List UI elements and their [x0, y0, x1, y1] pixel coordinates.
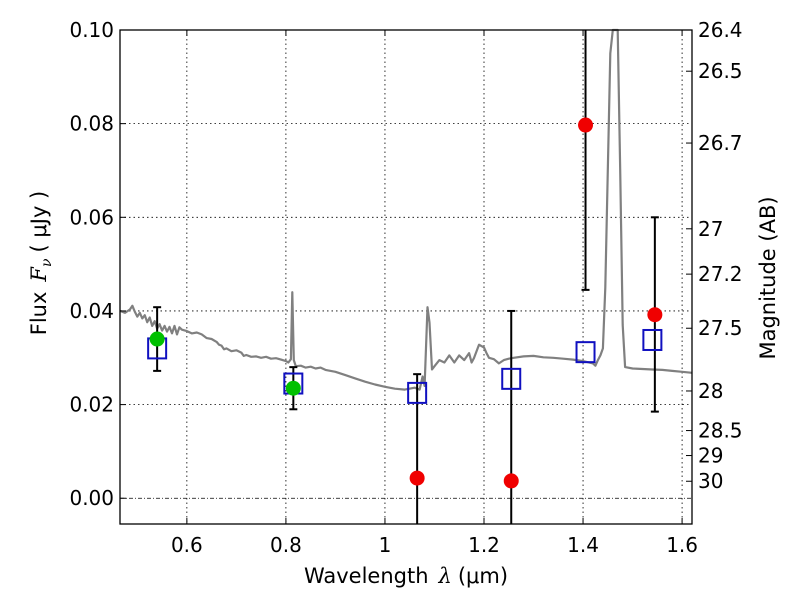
observed-flux-markers: [149, 117, 663, 489]
model-photometry-square: [501, 367, 522, 390]
y2-tick-label: 26.4: [698, 18, 743, 42]
x-axis-title: Wavelength λ (μm): [304, 564, 508, 588]
y2-tick-label: 28.5: [698, 419, 743, 443]
y2-tick-label: 26.5: [698, 59, 743, 83]
x-tick-label: 1.6: [666, 533, 698, 557]
non-detection-point: [647, 307, 663, 323]
y-tick-labels: 0.00 0.02 0.04 0.06 0.08 0.10: [69, 18, 114, 510]
non-detection-point: [503, 473, 519, 489]
detection-point: [149, 331, 165, 347]
y-tick-label: 0.08: [69, 112, 114, 136]
model-photometry-markers: [147, 328, 663, 404]
model-photometry-square: [407, 381, 428, 404]
y2-tick-label: 27: [698, 217, 723, 241]
y-tick-label: 0.06: [69, 205, 114, 229]
axis-ticks: [120, 29, 692, 524]
y2-tick-label: 29: [698, 444, 723, 468]
x-tick-labels: 0.6 0.8 1 1.2 1.4 1.6: [171, 533, 698, 557]
y2-tick-label: 27.5: [698, 316, 743, 340]
model-spectrum-line: [119, 28, 693, 391]
y-tick-label: 0.00: [69, 486, 114, 510]
model-photometry-square: [575, 341, 596, 364]
non-detection-point: [409, 470, 425, 486]
x-tick-label: 0.8: [270, 533, 302, 557]
y-tick-label: 0.10: [69, 18, 114, 42]
x-tick-label: 1: [379, 533, 392, 557]
y2-tick-label: 30: [698, 469, 723, 493]
y2-tick-label: 28: [698, 379, 723, 403]
y-axis-title: FluxFν( μJy ): [27, 191, 55, 335]
detection-point: [285, 380, 301, 396]
y2-tick-label: 26.7: [698, 131, 743, 155]
x-tick-label: 0.6: [171, 533, 203, 557]
x-tick-label: 1.4: [567, 533, 599, 557]
non-detection-point: [578, 117, 594, 133]
x-tick-label: 1.2: [468, 533, 500, 557]
plot-frame: [119, 29, 693, 525]
model-photometry-square: [642, 328, 663, 351]
y-tick-label: 0.02: [69, 393, 114, 417]
y-tick-label: 0.04: [69, 299, 114, 323]
y2-axis-title: Magnitude (AB): [756, 196, 780, 359]
y2-tick-label: 27.2: [698, 262, 743, 286]
